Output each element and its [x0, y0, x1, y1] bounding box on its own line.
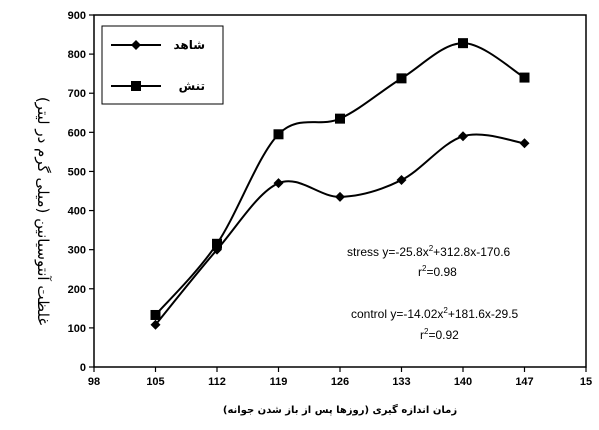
x-tick-label: 98: [88, 376, 100, 388]
x-tick-label: 126: [331, 376, 349, 388]
data-point-control: [519, 138, 530, 149]
stress-equation-text: stress y=-25.8x: [347, 245, 429, 259]
svg-text:stress y=-25.8x2+312.8x-170.6: stress y=-25.8x2+312.8x-170.6: [347, 244, 511, 259]
data-point-stress: [335, 113, 345, 124]
legend-marker-stress-square: [131, 81, 141, 91]
stress-equation: stress y=-25.8x2+312.8x-170.6 r2=0.98: [347, 244, 511, 279]
y-axis-title: غلظت آنتوسیانین (میلی گرم در لیتر): [34, 97, 52, 326]
y-tick-label: 300: [68, 245, 86, 257]
control-r-label: r: [420, 328, 424, 342]
x-tick-label: 119: [270, 376, 288, 388]
control-equation-text: control y=-14.02x: [351, 307, 443, 321]
control-equation-exponent: 2: [443, 306, 448, 315]
y-tick-label: 500: [68, 166, 86, 178]
data-point-control: [150, 319, 161, 330]
stress-equation-exponent: 2: [429, 244, 434, 253]
data-point-control: [335, 191, 345, 202]
data-point-stress: [458, 38, 468, 49]
control-equation: control y=-14.02x2+181.6x-29.5 r2=0.92: [351, 306, 519, 342]
legend-marker-control-diamond: [131, 40, 141, 50]
stress-r-value: =0.98: [426, 265, 457, 279]
y-tick-label: 100: [68, 323, 86, 335]
y-tick-label: 0: [80, 362, 86, 374]
x-axis-title: زمان اندازه گیری (روزها پس از باز شدن جو…: [223, 403, 457, 416]
y-axis: 0 100 200 300 400 500 600 700 800 900: [68, 10, 94, 374]
stress-r-label: r: [418, 265, 422, 279]
x-tick-label: 133: [392, 376, 410, 388]
y-tick-label: 700: [68, 88, 86, 100]
y-tick-label: 900: [68, 10, 86, 22]
y-tick-label: 200: [68, 284, 86, 296]
control-equation-rest: +181.6x-29.5: [448, 307, 519, 321]
y-tick-label: 600: [68, 127, 86, 139]
control-r-value: =0.92: [428, 328, 459, 342]
series-layer: [150, 38, 530, 330]
y-tick-label: 800: [68, 49, 86, 61]
x-tick-label: 112: [208, 376, 226, 388]
stress-r-exponent: 2: [422, 264, 427, 273]
svg-text:control y=-14.02x2+181.6x-29.5: control y=-14.02x2+181.6x-29.5: [351, 306, 519, 321]
svg-text:r2=0.98: r2=0.98: [418, 264, 457, 279]
legend-label-control: شاهد: [173, 38, 205, 52]
data-point-control: [273, 178, 284, 189]
data-point-control: [396, 175, 407, 186]
x-tick-label: 15: [580, 376, 592, 388]
control-r-exponent: 2: [424, 327, 429, 336]
svg-text:r2=0.92: r2=0.92: [420, 327, 459, 342]
data-point-stress: [212, 238, 222, 249]
data-point-stress: [150, 309, 161, 320]
stress-equation-rest: +312.8x-170.6: [433, 245, 510, 259]
y-tick-label: 400: [68, 206, 86, 218]
data-point-stress: [396, 73, 407, 84]
x-tick-label: 140: [454, 376, 472, 388]
legend-label-stress: تنش: [179, 79, 205, 93]
data-point-stress: [519, 72, 530, 83]
data-point-control: [458, 131, 468, 142]
data-point-stress: [273, 129, 284, 140]
x-tick-label: 147: [515, 376, 533, 388]
legend-box: [101, 25, 224, 105]
legend: شاهد تنش: [101, 25, 224, 105]
x-axis: 98 105 112 119 126 133 140 147 15: [88, 367, 592, 388]
x-tick-label: 105: [146, 376, 164, 388]
